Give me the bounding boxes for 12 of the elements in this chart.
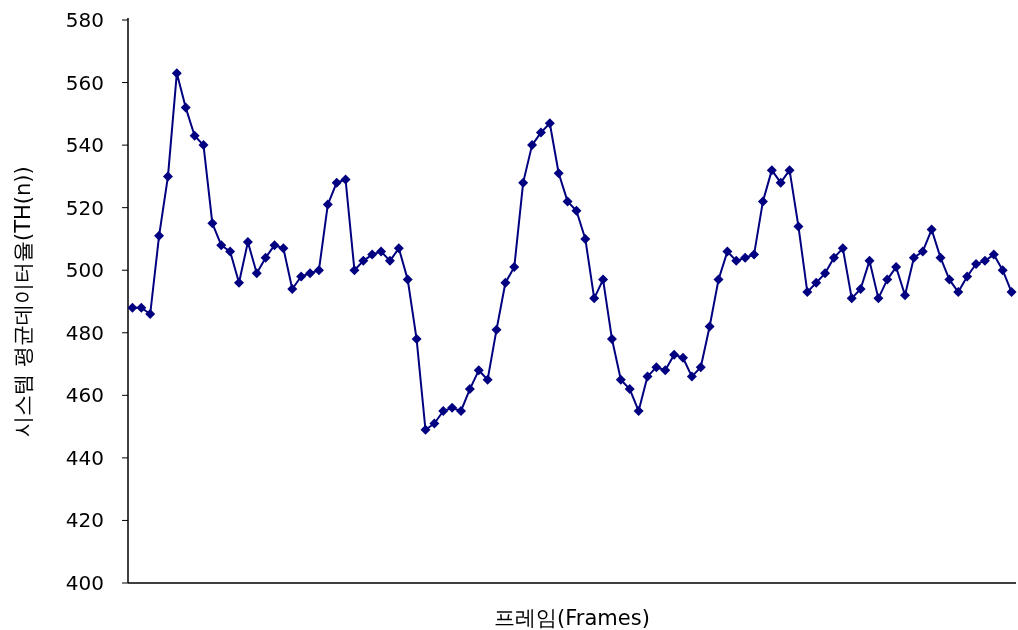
y-tick-label: 480 (65, 320, 104, 345)
y-tick-label: 580 (65, 8, 104, 32)
x-axis-title: 프레임(Frames) (494, 606, 650, 630)
y-tick-label: 520 (65, 195, 104, 220)
y-tick-label: 400 (65, 571, 104, 595)
y-tick-label: 460 (65, 383, 104, 408)
y-tick-label: 440 (65, 445, 104, 470)
y-tick-label: 560 (65, 70, 104, 95)
y-axis-title: 시스템 평균데이터율(TH(n)) (11, 166, 35, 437)
y-tick-label: 540 (65, 133, 104, 158)
y-tick-label: 420 (65, 508, 104, 533)
y-tick-label: 500 (65, 258, 104, 283)
